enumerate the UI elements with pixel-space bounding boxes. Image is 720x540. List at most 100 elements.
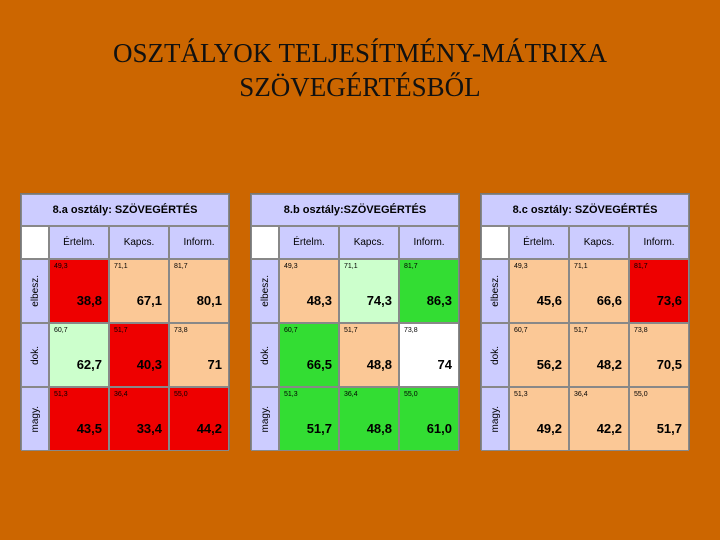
matrix-cell: 60,7 66,5 [279, 323, 339, 387]
reference-value: 51,7 [574, 327, 588, 334]
reference-value: 71,1 [574, 263, 588, 270]
cell-value: 66,5 [306, 357, 332, 372]
cell-value: 48,3 [306, 293, 332, 308]
row-label: dok. [259, 345, 271, 365]
cell-value: 66,6 [596, 293, 622, 308]
cell-value: 61,0 [426, 421, 452, 436]
matrix-cell: 73,8 70,5 [629, 323, 689, 387]
matrix-cell: 49,3 38,8 [49, 259, 109, 323]
row-label: dok. [29, 345, 41, 365]
matrix-cell: 71,1 74,3 [339, 259, 399, 323]
column-header: Értelm. [279, 226, 339, 259]
row-header: magy. [251, 387, 279, 451]
cell-value: 33,4 [136, 421, 162, 436]
matrix-cell: 49,3 45,6 [509, 259, 569, 323]
cell-value: 44,2 [196, 421, 222, 436]
matrix-cell: 73,8 71 [169, 323, 229, 387]
title: OSZTÁLYOK TELJESÍTMÉNY-MÁTRIXA SZÖVEGÉRT… [60, 36, 660, 104]
cell-value: 45,6 [536, 293, 562, 308]
matrix-cell: 55,0 61,0 [399, 387, 459, 451]
cell-value: 67,1 [136, 293, 162, 308]
row-header: elbesz. [21, 259, 49, 323]
cell-value: 49,2 [536, 421, 562, 436]
reference-value: 36,4 [574, 391, 588, 398]
cell-value: 43,5 [76, 421, 102, 436]
row-header: dok. [481, 323, 509, 387]
row-header: elbesz. [481, 259, 509, 323]
row-header: magy. [481, 387, 509, 451]
row-header: magy. [21, 387, 49, 451]
row-header: dok. [251, 323, 279, 387]
reference-value: 55,0 [634, 391, 648, 398]
column-header: Kapcs. [109, 226, 169, 259]
reference-value: 49,3 [514, 263, 528, 270]
cell-value: 71 [207, 357, 222, 372]
cell-value: 62,7 [76, 357, 102, 372]
cell-value: 42,2 [596, 421, 622, 436]
reference-value: 81,7 [404, 263, 418, 270]
matrix-cell: 51,7 48,8 [339, 323, 399, 387]
cell-value: 48,8 [366, 421, 392, 436]
reference-value: 51,7 [114, 327, 128, 334]
reference-value: 71,1 [344, 263, 358, 270]
matrix-cell: 36,4 42,2 [569, 387, 629, 451]
reference-value: 60,7 [514, 327, 528, 334]
reference-value: 49,3 [284, 263, 298, 270]
reference-value: 71,1 [114, 263, 128, 270]
cell-value: 86,3 [426, 293, 452, 308]
column-header: Inform. [629, 226, 689, 259]
cell-value: 51,7 [656, 421, 682, 436]
cell-value: 51,7 [306, 421, 332, 436]
column-header: Inform. [399, 226, 459, 259]
matrix-table: 8.c osztály: SZÖVEGÉRTÉS Értelm. Kapcs. Inf… [480, 193, 690, 451]
matrix-cell: 36,4 48,8 [339, 387, 399, 451]
reference-value: 73,8 [404, 327, 418, 334]
row-label: magy. [29, 405, 41, 433]
column-header: Kapcs. [339, 226, 399, 259]
matrix-cell: 51,7 48,2 [569, 323, 629, 387]
matrix-cell: 51,3 51,7 [279, 387, 339, 451]
row-label: magy. [489, 405, 501, 433]
cell-value: 74,3 [366, 293, 392, 308]
title-line: SZÖVEGÉRTÉSBŐL [239, 72, 481, 102]
matrix-cell: 51,3 43,5 [49, 387, 109, 451]
matrix-table: 8.b osztály:SZÖVEGÉRTÉS Értelm. Kapcs. Info… [250, 193, 460, 451]
column-header: Értelm. [509, 226, 569, 259]
cell-value: 38,8 [76, 293, 102, 308]
reference-value: 51,7 [344, 327, 358, 334]
table-title: 8.c osztály: SZÖVEGÉRTÉS [481, 194, 689, 226]
matrix-cell: 81,7 73,6 [629, 259, 689, 323]
row-label: dok. [489, 345, 501, 365]
matrix-cell: 49,3 48,3 [279, 259, 339, 323]
matrix-cell: 36,4 33,4 [109, 387, 169, 451]
cell-value: 70,5 [656, 357, 682, 372]
row-label: magy. [259, 405, 271, 433]
cell-value: 73,6 [656, 293, 682, 308]
matrix-cell: 71,1 66,6 [569, 259, 629, 323]
matrix-table: 8.a osztály: SZÖVEGÉRTÉS Értelm. Kapcs. Inf… [20, 193, 230, 451]
reference-value: 55,0 [174, 391, 188, 398]
row-label: elbesz. [259, 275, 271, 307]
reference-value: 55,0 [404, 391, 418, 398]
matrix-cell: 81,7 80,1 [169, 259, 229, 323]
reference-value: 73,8 [634, 327, 648, 334]
table-title: 8.a osztály: SZÖVEGÉRTÉS [21, 194, 229, 226]
reference-value: 36,4 [344, 391, 358, 398]
column-header: Kapcs. [569, 226, 629, 259]
matrix-cell: 51,3 49,2 [509, 387, 569, 451]
cell-value: 74 [437, 357, 452, 372]
row-header: elbesz. [251, 259, 279, 323]
matrix-cell: 73,8 74 [399, 323, 459, 387]
column-header: Értelm. [49, 226, 109, 259]
matrix-cell: 60,7 62,7 [49, 323, 109, 387]
reference-value: 60,7 [54, 327, 68, 334]
row-label: elbesz. [29, 275, 41, 307]
matrix-cell: 71,1 67,1 [109, 259, 169, 323]
reference-value: 51,3 [284, 391, 298, 398]
row-header: dok. [21, 323, 49, 387]
corner-cell [21, 226, 49, 259]
reference-value: 51,3 [54, 391, 68, 398]
reference-value: 73,8 [174, 327, 188, 334]
matrix-cell: 55,0 51,7 [629, 387, 689, 451]
